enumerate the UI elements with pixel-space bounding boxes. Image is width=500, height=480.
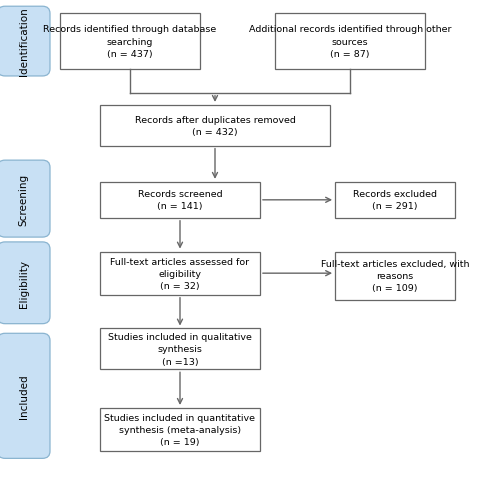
Text: Full-text articles assessed for
eligibility
(n = 32): Full-text articles assessed for eligibil… (110, 257, 250, 290)
Text: Screening: Screening (19, 173, 29, 225)
FancyBboxPatch shape (0, 161, 50, 238)
FancyBboxPatch shape (100, 106, 330, 146)
FancyBboxPatch shape (0, 7, 50, 77)
FancyBboxPatch shape (100, 252, 260, 295)
Text: Full-text articles excluded, with
reasons
(n = 109): Full-text articles excluded, with reason… (321, 259, 469, 293)
Text: Additional records identified through other
sources
(n = 87): Additional records identified through ot… (249, 25, 452, 59)
FancyBboxPatch shape (335, 252, 455, 300)
FancyBboxPatch shape (275, 14, 425, 70)
FancyBboxPatch shape (335, 182, 455, 218)
Text: Records excluded
(n = 291): Records excluded (n = 291) (353, 190, 437, 211)
Text: Records identified through database
searching
(n = 437): Records identified through database sear… (44, 25, 216, 59)
FancyBboxPatch shape (0, 334, 50, 458)
FancyBboxPatch shape (60, 14, 200, 70)
Text: Studies included in qualitative
synthesis
(n =13): Studies included in qualitative synthesi… (108, 333, 252, 366)
FancyBboxPatch shape (0, 242, 50, 324)
FancyBboxPatch shape (100, 329, 260, 370)
Text: Studies included in quantitative
synthesis (meta-analysis)
(n = 19): Studies included in quantitative synthes… (104, 413, 256, 446)
Text: Eligibility: Eligibility (19, 259, 29, 307)
Text: Records after duplicates removed
(n = 432): Records after duplicates removed (n = 43… (134, 116, 296, 136)
Text: Records screened
(n = 141): Records screened (n = 141) (138, 190, 222, 211)
FancyBboxPatch shape (100, 408, 260, 451)
Text: Included: Included (19, 374, 29, 418)
FancyBboxPatch shape (100, 182, 260, 218)
Text: Identification: Identification (19, 8, 29, 76)
